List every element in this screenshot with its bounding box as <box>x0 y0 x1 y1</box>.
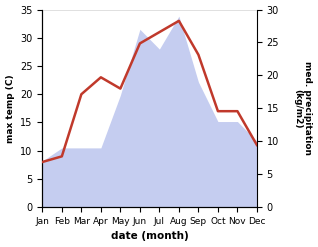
Y-axis label: med. precipitation
(kg/m2): med. precipitation (kg/m2) <box>293 61 313 155</box>
X-axis label: date (month): date (month) <box>111 231 189 242</box>
Y-axis label: max temp (C): max temp (C) <box>5 74 15 143</box>
